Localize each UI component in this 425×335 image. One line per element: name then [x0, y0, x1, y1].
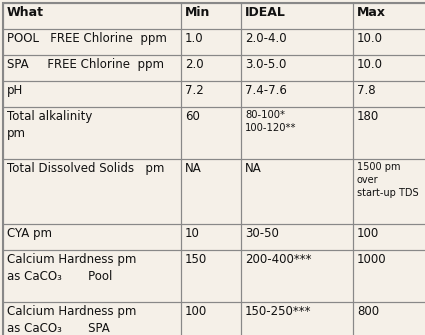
- Text: 100: 100: [357, 227, 379, 240]
- Text: 30-50: 30-50: [245, 227, 279, 240]
- Bar: [353, 159, 425, 224]
- Text: IDEAL: IDEAL: [245, 6, 286, 19]
- Text: Calcium Hardness pm
as CaCO₃       SPA: Calcium Hardness pm as CaCO₃ SPA: [7, 305, 136, 335]
- Bar: [181, 29, 241, 55]
- Text: 800: 800: [357, 305, 379, 318]
- Text: 100: 100: [185, 305, 207, 318]
- Text: 180: 180: [357, 110, 379, 123]
- Bar: [353, 81, 425, 107]
- Text: 1000: 1000: [357, 253, 387, 266]
- Text: 200-400***: 200-400***: [245, 253, 312, 266]
- Text: 1.0: 1.0: [185, 32, 204, 45]
- Text: Min: Min: [185, 6, 210, 19]
- Text: 150: 150: [185, 253, 207, 266]
- Bar: [353, 3, 425, 29]
- Text: What: What: [7, 6, 44, 19]
- Text: CYA pm: CYA pm: [7, 227, 52, 240]
- Bar: [353, 29, 425, 55]
- Text: NA: NA: [245, 162, 262, 175]
- Text: 1500 pm
over
start-up TDS: 1500 pm over start-up TDS: [357, 162, 419, 198]
- Bar: [241, 29, 353, 55]
- Bar: [241, 224, 353, 250]
- Text: POOL   FREE Chlorine  ppm: POOL FREE Chlorine ppm: [7, 32, 167, 45]
- Bar: [3, 250, 181, 302]
- Bar: [181, 3, 241, 29]
- Text: 80-100*
100-120**: 80-100* 100-120**: [245, 110, 297, 133]
- Text: 7.4-7.6: 7.4-7.6: [245, 84, 287, 97]
- Bar: [353, 107, 425, 159]
- Bar: [181, 224, 241, 250]
- Bar: [3, 55, 181, 81]
- Text: pH: pH: [7, 84, 23, 97]
- Text: 7.8: 7.8: [357, 84, 376, 97]
- Bar: [181, 159, 241, 224]
- Bar: [181, 107, 241, 159]
- Bar: [181, 81, 241, 107]
- Text: SPA     FREE Chlorine  ppm: SPA FREE Chlorine ppm: [7, 58, 164, 71]
- Bar: [181, 250, 241, 302]
- Text: Max: Max: [357, 6, 386, 19]
- Text: 2.0-4.0: 2.0-4.0: [245, 32, 286, 45]
- Text: 7.2: 7.2: [185, 84, 204, 97]
- Text: 3.0-5.0: 3.0-5.0: [245, 58, 286, 71]
- Text: 10.0: 10.0: [357, 32, 383, 45]
- Bar: [3, 3, 181, 29]
- Bar: [3, 224, 181, 250]
- Bar: [3, 81, 181, 107]
- Bar: [241, 107, 353, 159]
- Bar: [181, 55, 241, 81]
- Text: 150-250***: 150-250***: [245, 305, 312, 318]
- Bar: [353, 302, 425, 335]
- Bar: [3, 107, 181, 159]
- Text: 10: 10: [185, 227, 200, 240]
- Bar: [3, 302, 181, 335]
- Bar: [353, 55, 425, 81]
- Text: Total alkalinity
pm: Total alkalinity pm: [7, 110, 92, 139]
- Bar: [241, 159, 353, 224]
- Bar: [241, 302, 353, 335]
- Bar: [181, 302, 241, 335]
- Bar: [241, 55, 353, 81]
- Text: 2.0: 2.0: [185, 58, 204, 71]
- Bar: [353, 250, 425, 302]
- Bar: [241, 3, 353, 29]
- Text: Calcium Hardness pm
as CaCO₃       Pool: Calcium Hardness pm as CaCO₃ Pool: [7, 253, 136, 282]
- Bar: [241, 250, 353, 302]
- Text: 60: 60: [185, 110, 200, 123]
- Text: 10.0: 10.0: [357, 58, 383, 71]
- Text: NA: NA: [185, 162, 202, 175]
- Bar: [3, 29, 181, 55]
- Bar: [3, 159, 181, 224]
- Bar: [241, 81, 353, 107]
- Text: Total Dissolved Solids   pm: Total Dissolved Solids pm: [7, 162, 164, 175]
- Bar: [353, 224, 425, 250]
